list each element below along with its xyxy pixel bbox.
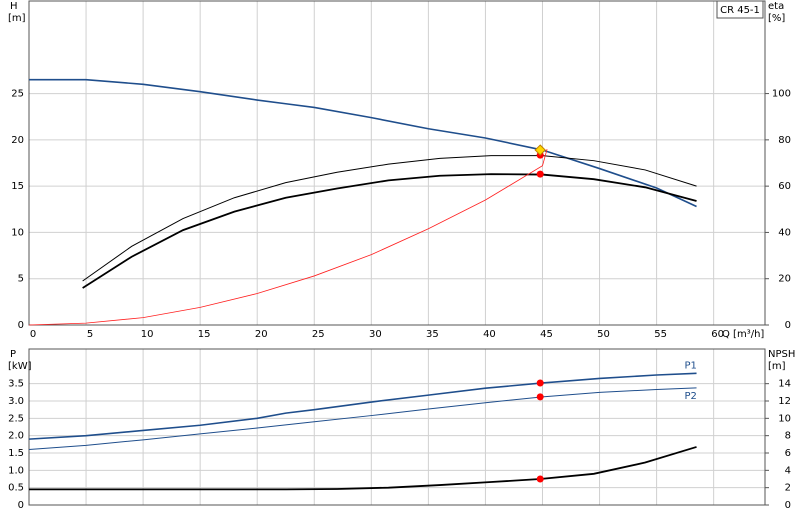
series-label: P1	[685, 360, 697, 371]
x-tick-label: 35	[426, 329, 439, 340]
x-tick-label: 60	[711, 329, 724, 340]
y-tick-label: 2.5	[8, 413, 24, 424]
y2-tick-label: 80	[778, 135, 791, 146]
curve	[29, 78, 697, 208]
y-tick-label: 1.0	[8, 465, 24, 476]
duty-point	[536, 170, 544, 178]
y-axis-title: H	[10, 1, 18, 12]
curve	[82, 173, 697, 289]
y2-tick-label: 100	[772, 89, 791, 100]
y2-tick-label: 14	[778, 379, 791, 390]
x-tick-label: 15	[198, 329, 211, 340]
plot-frame	[28, 0, 766, 326]
duty-point	[536, 379, 544, 387]
y-tick-label: 3.0	[8, 396, 24, 407]
y-tick-label: 15	[11, 181, 24, 192]
y-tick-label: 0	[18, 320, 24, 331]
y2-tick-label: 0	[785, 500, 791, 511]
curve	[28, 149, 548, 326]
y-tick-label: 0	[18, 500, 24, 511]
x-tick-label: 55	[654, 329, 667, 340]
y-tick-label: 3.5	[8, 379, 24, 390]
y2-tick-label: 10	[778, 413, 791, 424]
y2-tick-label: 60	[778, 181, 791, 192]
y-tick-label: 10	[11, 227, 24, 238]
y-tick-label: 1.5	[8, 448, 24, 459]
y2-tick-label: 4	[785, 465, 791, 476]
curve	[82, 155, 697, 282]
y2-axis-unit: [m]	[768, 361, 786, 372]
x-tick-label: 10	[141, 329, 154, 340]
duty-point	[536, 475, 544, 483]
y2-tick-label: 2	[785, 483, 791, 494]
y2-tick-label: 12	[778, 396, 791, 407]
curve	[28, 372, 697, 440]
series-label: P2	[685, 391, 697, 402]
x-tick-label: 0	[30, 329, 36, 340]
x-axis-title: Q [m³/h]	[722, 329, 764, 340]
x-tick-label: 5	[87, 329, 93, 340]
label-box-text: CR 45-1	[720, 5, 760, 16]
y2-tick-label: 8	[785, 431, 791, 442]
x-tick-label: 25	[312, 329, 325, 340]
x-tick-label: 30	[369, 329, 382, 340]
duty-point	[536, 393, 544, 401]
x-tick-label: 45	[540, 329, 553, 340]
y-tick-label: 25	[11, 89, 24, 100]
y2-axis-unit: [%]	[768, 13, 785, 24]
x-tick-label: 50	[597, 329, 610, 340]
x-tick-label: 40	[483, 329, 496, 340]
y-tick-label: 0.5	[8, 483, 24, 494]
y2-tick-label: 20	[778, 274, 791, 285]
y-tick-label: 2.0	[8, 431, 24, 442]
y-axis-unit: [m]	[8, 13, 26, 24]
y2-axis-title: NPSH	[768, 349, 795, 360]
curve	[29, 446, 697, 491]
y-tick-label: 20	[11, 135, 24, 146]
plot-frame	[28, 348, 766, 506]
curve	[28, 387, 697, 451]
y2-axis-title: eta	[768, 1, 784, 12]
y2-tick-label: 40	[778, 227, 791, 238]
y-tick-label: 5	[18, 274, 24, 285]
y-axis-title: P	[10, 349, 16, 360]
x-tick-label: 20	[255, 329, 268, 340]
y2-tick-label: 6	[785, 448, 791, 459]
y-axis-unit: [kW]	[8, 361, 32, 372]
label-box	[716, 0, 764, 19]
duty-point	[534, 144, 546, 156]
y2-tick-label: 0	[785, 320, 791, 331]
